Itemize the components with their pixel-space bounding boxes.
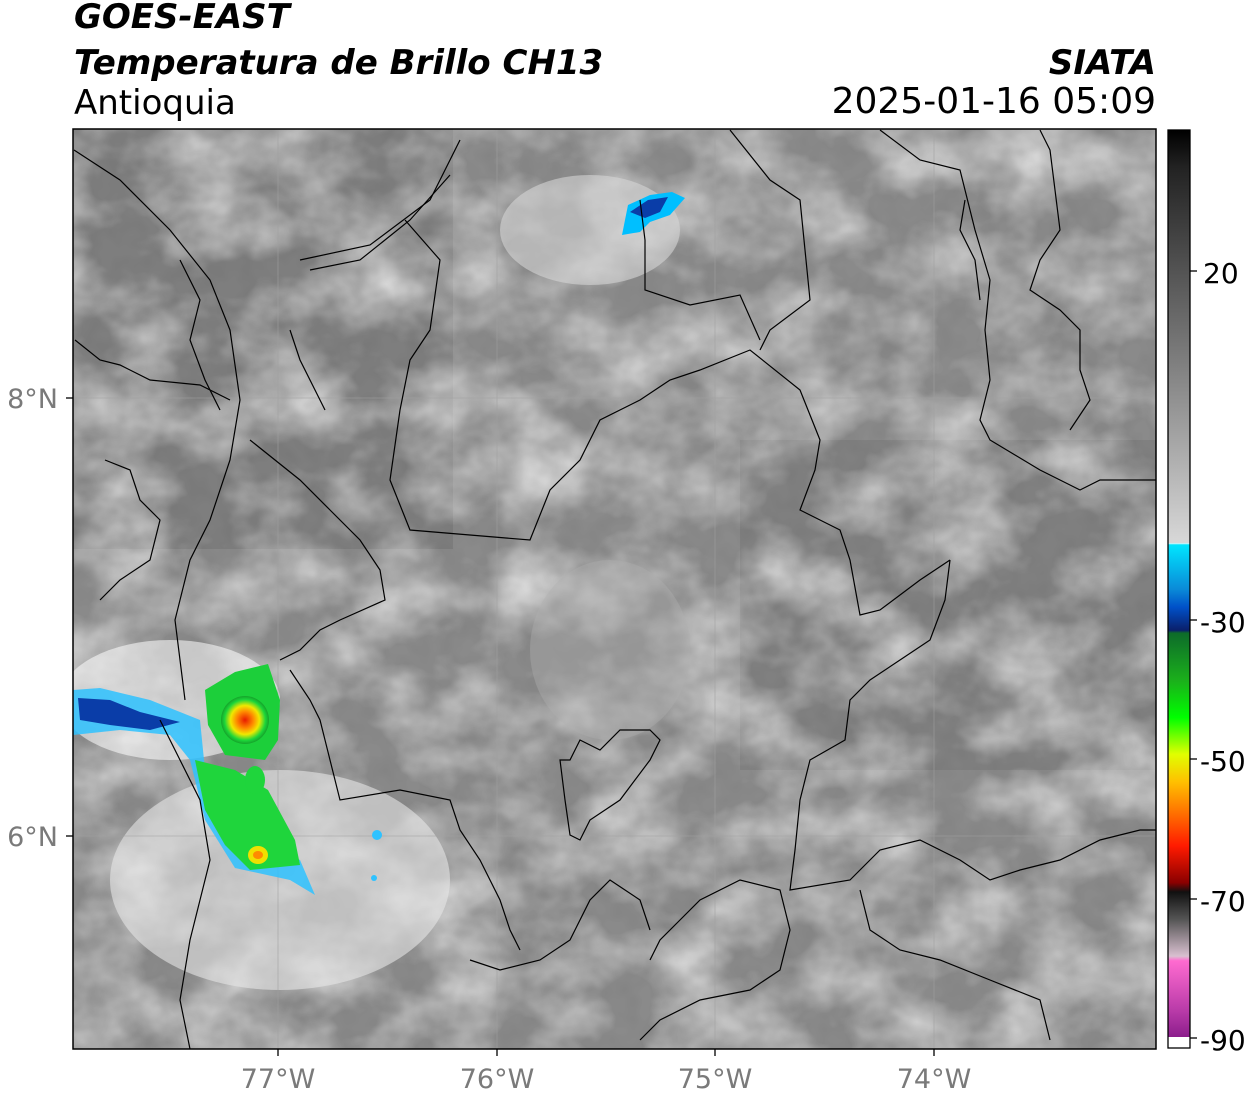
colorbar-tick-minus-70: -70 [1200, 885, 1246, 918]
timestamp-label: 2025-01-16 05:09 [831, 81, 1156, 122]
lat-label-6n: 6°N [7, 822, 58, 853]
lon-label-76w: 76°W [460, 1064, 535, 1095]
colorbar-tick-minus-50: -50 [1200, 745, 1246, 778]
convective-cell-north [622, 192, 685, 235]
colorbar-tick-minus-90: -90 [1200, 1024, 1246, 1057]
colorbar-tick-minus-30: -30 [1200, 606, 1246, 639]
boundaries [73, 129, 1156, 1049]
lon-label-77w: 77°W [241, 1064, 316, 1095]
gridlines [73, 129, 1156, 1049]
axis-ticks [66, 397, 935, 1056]
region-label: Antioquia [74, 83, 236, 123]
colorbar: 20 -30 -50 -70 -90 [1167, 129, 1246, 1057]
map-area [73, 129, 1156, 1049]
product-title: Temperatura de Brillo CH13 [74, 43, 604, 83]
lat-label-8n: 8°N [7, 384, 58, 415]
lon-label-75w: 75°W [678, 1064, 753, 1095]
map-frame [72, 128, 1157, 1050]
colorbar-tick-20: 20 [1203, 257, 1239, 290]
lon-label-74w: 74°W [897, 1064, 972, 1095]
colorbar-gradient [1167, 129, 1191, 1049]
satellite-title: GOES-EAST [74, 0, 290, 37]
organization-label: SIATA [1048, 43, 1156, 83]
convective-cell-west [73, 664, 382, 895]
